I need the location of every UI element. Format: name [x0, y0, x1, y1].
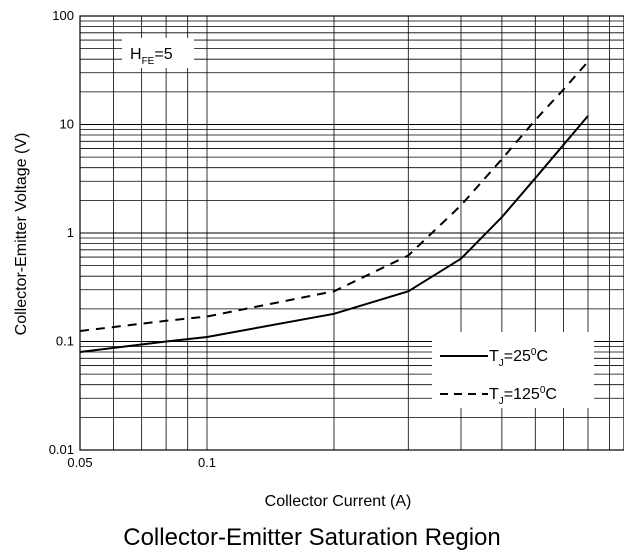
series-lines [79, 60, 589, 353]
y-tick-label: 0.1 [56, 334, 74, 349]
series-line-0 [79, 115, 589, 353]
legend-background [432, 332, 594, 408]
grid-lines [80, 16, 624, 450]
x-tick-label: 0.1 [198, 455, 216, 470]
y-tick-label: 0.01 [49, 442, 74, 457]
legend-label-25c: TJ=250C [489, 347, 548, 369]
legend-label-125c: TJ=1250C [489, 385, 557, 407]
plot-frame [79, 15, 624, 451]
series-line-1 [79, 60, 589, 332]
hfe-annotation: HFE=5 [122, 38, 194, 68]
x-tick-label: 0.05 [67, 455, 92, 470]
legend: TJ=250C TJ=1250C [432, 332, 594, 408]
y-axis-title: Collector-Emitter Voltage (V) [13, 133, 30, 336]
tick-labels: 100 10 1 0.1 0.010.05 0.1 [49, 8, 216, 470]
y-tick-label: 1 [67, 225, 74, 240]
y-tick-label: 10 [60, 117, 74, 132]
x-axis-title: Collector Current (A) [265, 493, 412, 510]
annotation-text: HFE=5 [130, 46, 173, 67]
annotation-background [122, 38, 194, 68]
y-tick-label: 100 [52, 8, 74, 23]
chart-caption: Collector-Emitter Saturation Region [123, 524, 501, 551]
saturation-chart: 100 10 1 0.1 0.010.05 0.1 HFE=5 TJ=250C TJ=12… [13, 8, 624, 510]
